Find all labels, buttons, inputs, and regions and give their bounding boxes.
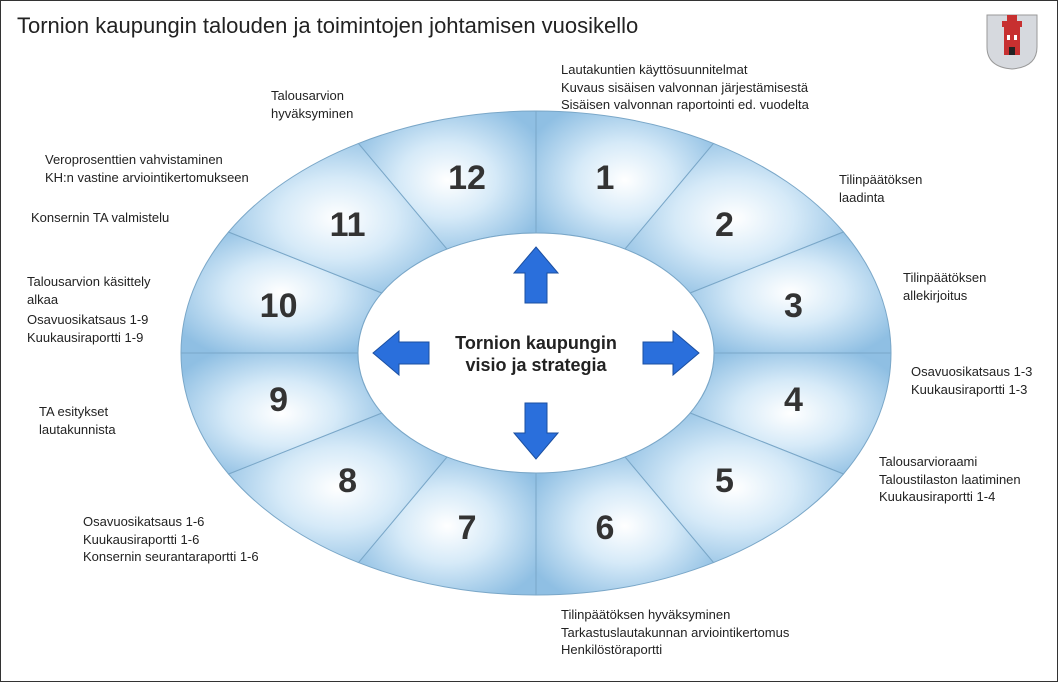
label-l10b: Osavuosikatsaus 1-9 Kuukausiraportti 1-9 xyxy=(27,311,148,346)
label-l2: Tilinpäätöksen laadinta xyxy=(839,171,922,206)
month-number-1: 1 xyxy=(596,159,615,197)
label-l10a: Talousarvion käsittely alkaa xyxy=(27,273,151,308)
label-l1: Lautakuntien käyttösuunnitelmat Kuvaus s… xyxy=(561,61,809,114)
center-line-2: visio ja strategia xyxy=(465,355,607,375)
month-number-3: 3 xyxy=(784,287,803,325)
month-number-2: 2 xyxy=(715,206,734,244)
month-number-8: 8 xyxy=(338,462,357,500)
month-number-10: 10 xyxy=(260,287,298,325)
label-l12: Talousarvion hyväksyminen xyxy=(271,87,353,122)
label-l5: Talousarvioraami Taloustilaston laatimin… xyxy=(879,453,1021,506)
center-line-1: Tornion kaupungin xyxy=(455,333,617,353)
label-l8: Osavuosikatsaus 1-6 Kuukausiraportti 1-6… xyxy=(83,513,259,566)
label-l9: TA esitykset lautakunnista xyxy=(39,403,116,438)
month-number-12: 12 xyxy=(448,159,486,197)
yearclock-svg: 123456789101112 Tornion kaupungin visio … xyxy=(1,1,1058,682)
label-l11b: Konsernin TA valmistelu xyxy=(31,209,169,227)
month-number-11: 11 xyxy=(330,206,366,244)
label-l11a: Veroprosenttien vahvistaminen KH:n vasti… xyxy=(45,151,249,186)
month-number-6: 6 xyxy=(596,509,615,547)
diagram-frame: Tornion kaupungin talouden ja toimintoje… xyxy=(0,0,1058,682)
month-number-7: 7 xyxy=(458,509,477,547)
month-number-5: 5 xyxy=(715,462,734,500)
label-l3: Tilinpäätöksen allekirjoitus xyxy=(903,269,986,304)
month-number-9: 9 xyxy=(269,381,288,419)
label-l4: Osavuosikatsaus 1-3 Kuukausiraportti 1-3 xyxy=(911,363,1032,398)
label-l6: Tilinpäätöksen hyväksyminen Tarkastuslau… xyxy=(561,606,789,659)
month-number-4: 4 xyxy=(784,381,803,419)
